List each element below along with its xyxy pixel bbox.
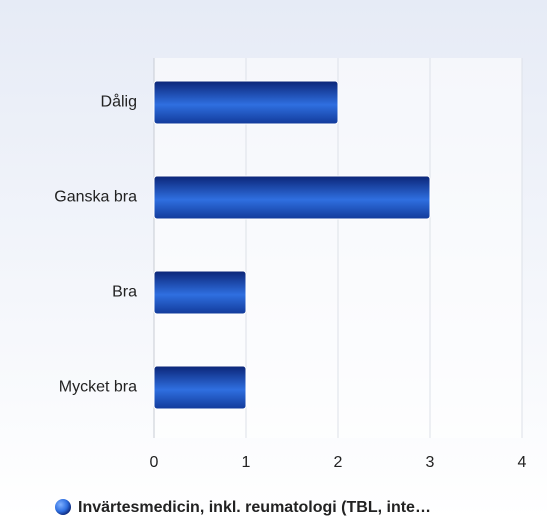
y-tick-label: Bra: [112, 284, 137, 301]
x-tick-label: 1: [242, 454, 251, 471]
legend-swatch: [55, 499, 71, 515]
bar: [153, 270, 247, 315]
bar: [153, 80, 339, 125]
x-tick-label: 4: [518, 454, 527, 471]
x-tick-label: 2: [334, 454, 343, 471]
legend-label: Invärtesmedicin, inkl. reumatologi (TBL,…: [78, 499, 431, 516]
bar: [153, 175, 431, 220]
y-tick-label: Dålig: [101, 93, 137, 111]
x-tick-label: 3: [426, 454, 435, 471]
y-tick-label: Mycket bra: [59, 379, 137, 396]
bar: [153, 365, 247, 410]
x-tick-label: 0: [150, 454, 159, 471]
y-tick-label: Ganska bra: [54, 189, 137, 206]
